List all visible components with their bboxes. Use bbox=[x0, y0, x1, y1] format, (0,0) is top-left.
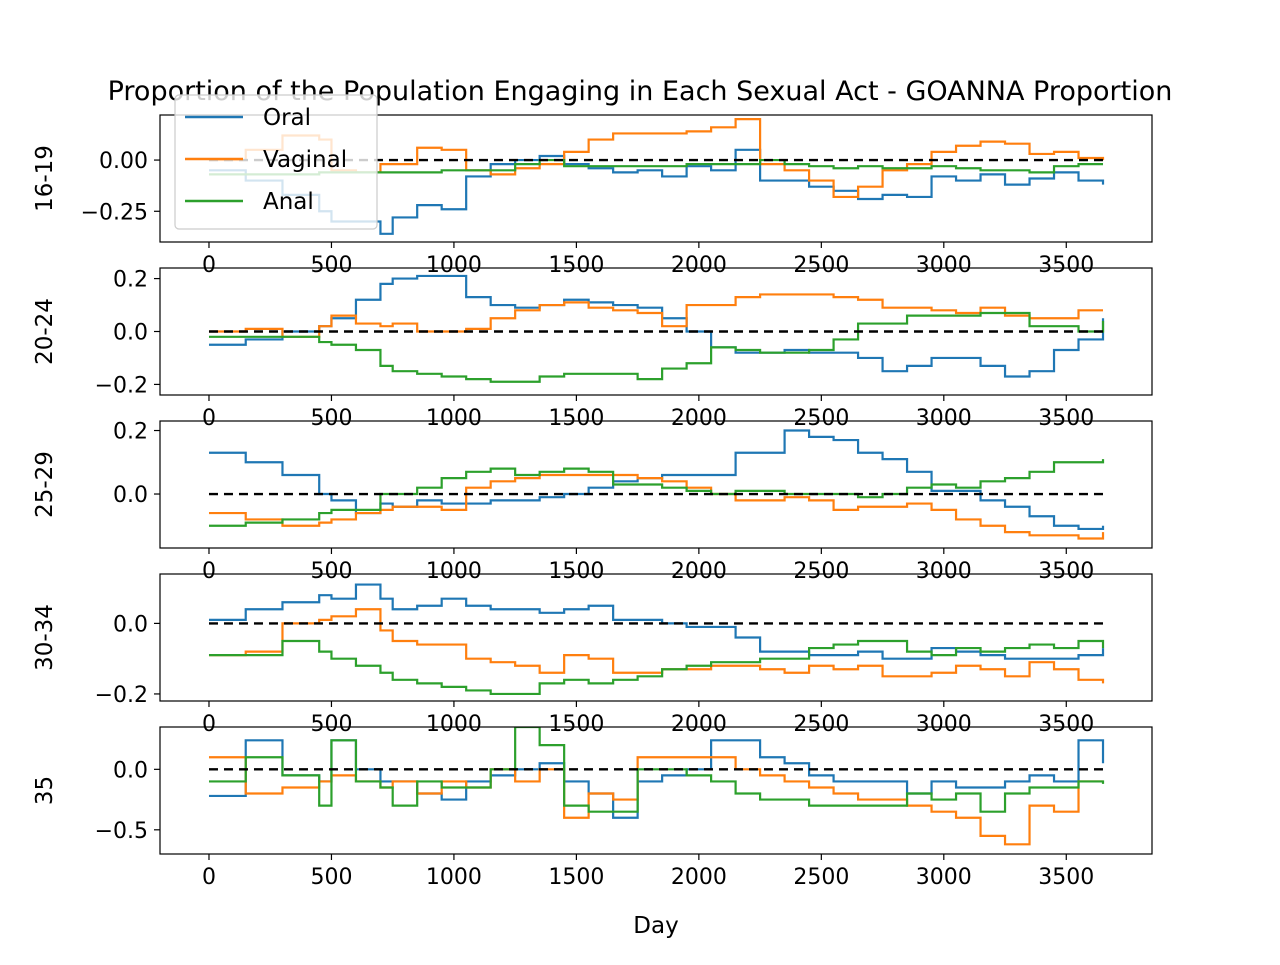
x-tick-label: 1500 bbox=[548, 253, 604, 278]
x-tick-label: 0 bbox=[202, 712, 216, 737]
y-tick-label: 0.0 bbox=[113, 483, 148, 508]
series-line-vaginal bbox=[208, 293, 1104, 338]
x-tick-label: 0 bbox=[202, 406, 216, 431]
x-tick-label: 2500 bbox=[793, 559, 849, 584]
x-tick-label: 1500 bbox=[548, 712, 604, 737]
x-tick-label: 3500 bbox=[1038, 865, 1094, 890]
x-tick-label: 2000 bbox=[671, 712, 727, 737]
series-group bbox=[208, 274, 1105, 383]
y-tick-label: 0.0 bbox=[113, 612, 148, 637]
y-tick-label: 0.2 bbox=[113, 268, 148, 293]
x-tick-label: 1500 bbox=[548, 865, 604, 890]
y-tick-label: 0.0 bbox=[113, 758, 148, 783]
x-tick-label: 1500 bbox=[548, 559, 604, 584]
y-tick-label: −0.5 bbox=[95, 819, 148, 844]
series-group bbox=[208, 117, 1105, 235]
subplot-30-34: 0 500 1000 1500 2000 2500 3000 3500 0.0 −0.2 30-34 bbox=[32, 573, 1153, 737]
series-line-oral bbox=[208, 274, 1105, 378]
x-tick-label: 3500 bbox=[1038, 559, 1094, 584]
x-tick-label: 2000 bbox=[671, 406, 727, 431]
x-tick-label: 2500 bbox=[793, 406, 849, 431]
x-tick-label: 0 bbox=[202, 559, 216, 584]
y-tick-label: 0.2 bbox=[113, 420, 148, 445]
x-tick-label: 1000 bbox=[426, 865, 482, 890]
x-tick-label: 2500 bbox=[793, 253, 849, 278]
plot-frame bbox=[159, 726, 1153, 855]
subplot-panels: 0 500 1000 1500 2000 2500 3000 35000.00−0.2516-… bbox=[32, 114, 1153, 890]
x-tick-label: 2000 bbox=[671, 559, 727, 584]
x-tick-label: 2000 bbox=[671, 865, 727, 890]
y-tick-label: −0.2 bbox=[95, 683, 148, 708]
y-tick-label: −0.2 bbox=[95, 373, 148, 398]
y-tick-label: 0.00 bbox=[99, 149, 148, 174]
plot-frame bbox=[159, 114, 1153, 243]
series-group bbox=[208, 727, 1105, 846]
legend-label-anal: Anal bbox=[263, 189, 314, 215]
legend-label-vaginal: Vaginal bbox=[263, 147, 347, 173]
x-tick-label: 3000 bbox=[916, 253, 972, 278]
x-axis-label: Day bbox=[633, 913, 678, 939]
x-tick-label: 3500 bbox=[1038, 406, 1094, 431]
legend-label-oral: Oral bbox=[263, 105, 311, 131]
x-tick-label: 3000 bbox=[916, 559, 972, 584]
series-line-vaginal bbox=[208, 473, 1105, 540]
x-tick-label: 3000 bbox=[916, 865, 972, 890]
y-axis-label: 16-19 bbox=[32, 145, 58, 212]
plot-frame bbox=[159, 420, 1153, 549]
x-tick-label: 1000 bbox=[426, 712, 482, 737]
y-axis-label: 25-29 bbox=[32, 451, 58, 518]
series-line-anal bbox=[208, 311, 1105, 383]
y-axis-label: 35 bbox=[32, 776, 58, 805]
y-tick-label: 0.0 bbox=[113, 321, 148, 346]
x-tick-label: 500 bbox=[310, 559, 352, 584]
plot-frame bbox=[159, 573, 1153, 702]
series-line-anal bbox=[208, 158, 1104, 176]
x-tick-label: 2500 bbox=[793, 712, 849, 737]
x-tick-label: 2000 bbox=[671, 253, 727, 278]
series-line-anal bbox=[208, 639, 1105, 696]
series-line-vaginal bbox=[208, 117, 1105, 199]
y-axis-label: 20-24 bbox=[32, 298, 58, 365]
series-line-oral bbox=[208, 148, 1105, 235]
subplot-25-29: 0 500 1000 1500 2000 2500 3000 3500 0.2 0.0 25-29 bbox=[32, 420, 1153, 584]
plot-frame bbox=[159, 267, 1153, 396]
x-tick-label: 0 bbox=[202, 865, 216, 890]
series-line-anal bbox=[208, 459, 1105, 527]
y-axis-label: 30-34 bbox=[32, 604, 58, 671]
x-tick-label: 2500 bbox=[793, 865, 849, 890]
x-tick-label: 3000 bbox=[916, 712, 972, 737]
legend: Oral Vaginal Anal bbox=[174, 94, 378, 230]
x-tick-label: 1500 bbox=[548, 406, 604, 431]
series-line-oral bbox=[208, 739, 1105, 819]
x-tick-label: 1000 bbox=[426, 406, 482, 431]
y-tick-label: −0.25 bbox=[81, 200, 148, 225]
series-line-anal bbox=[208, 727, 1105, 813]
legend-box bbox=[174, 94, 378, 230]
series-group bbox=[208, 429, 1105, 540]
subplot-20-24: 0 500 1000 1500 2000 2500 3000 3500 0.2 0.0 −0.2 20… bbox=[32, 267, 1153, 431]
x-tick-label: 3500 bbox=[1038, 253, 1094, 278]
x-tick-label: 500 bbox=[310, 253, 352, 278]
x-tick-label: 500 bbox=[310, 406, 352, 431]
x-tick-label: 500 bbox=[310, 865, 352, 890]
subplot-16-19: 0 500 1000 1500 2000 2500 3000 3500 0.00 −0.25 16-… bbox=[32, 114, 1153, 278]
subplot-35: 0 500 1000 1500 2000 2500 3000 3500 0.0 −0.5 35 bbox=[32, 726, 1153, 890]
series-line-oral bbox=[208, 429, 1105, 531]
x-tick-label: 0 bbox=[202, 253, 216, 278]
series-group bbox=[208, 583, 1105, 696]
x-tick-label: 1000 bbox=[426, 253, 482, 278]
x-tick-label: 3500 bbox=[1038, 712, 1094, 737]
x-tick-label: 3000 bbox=[916, 406, 972, 431]
x-tick-label: 1000 bbox=[426, 559, 482, 584]
x-tick-label: 500 bbox=[310, 712, 352, 737]
